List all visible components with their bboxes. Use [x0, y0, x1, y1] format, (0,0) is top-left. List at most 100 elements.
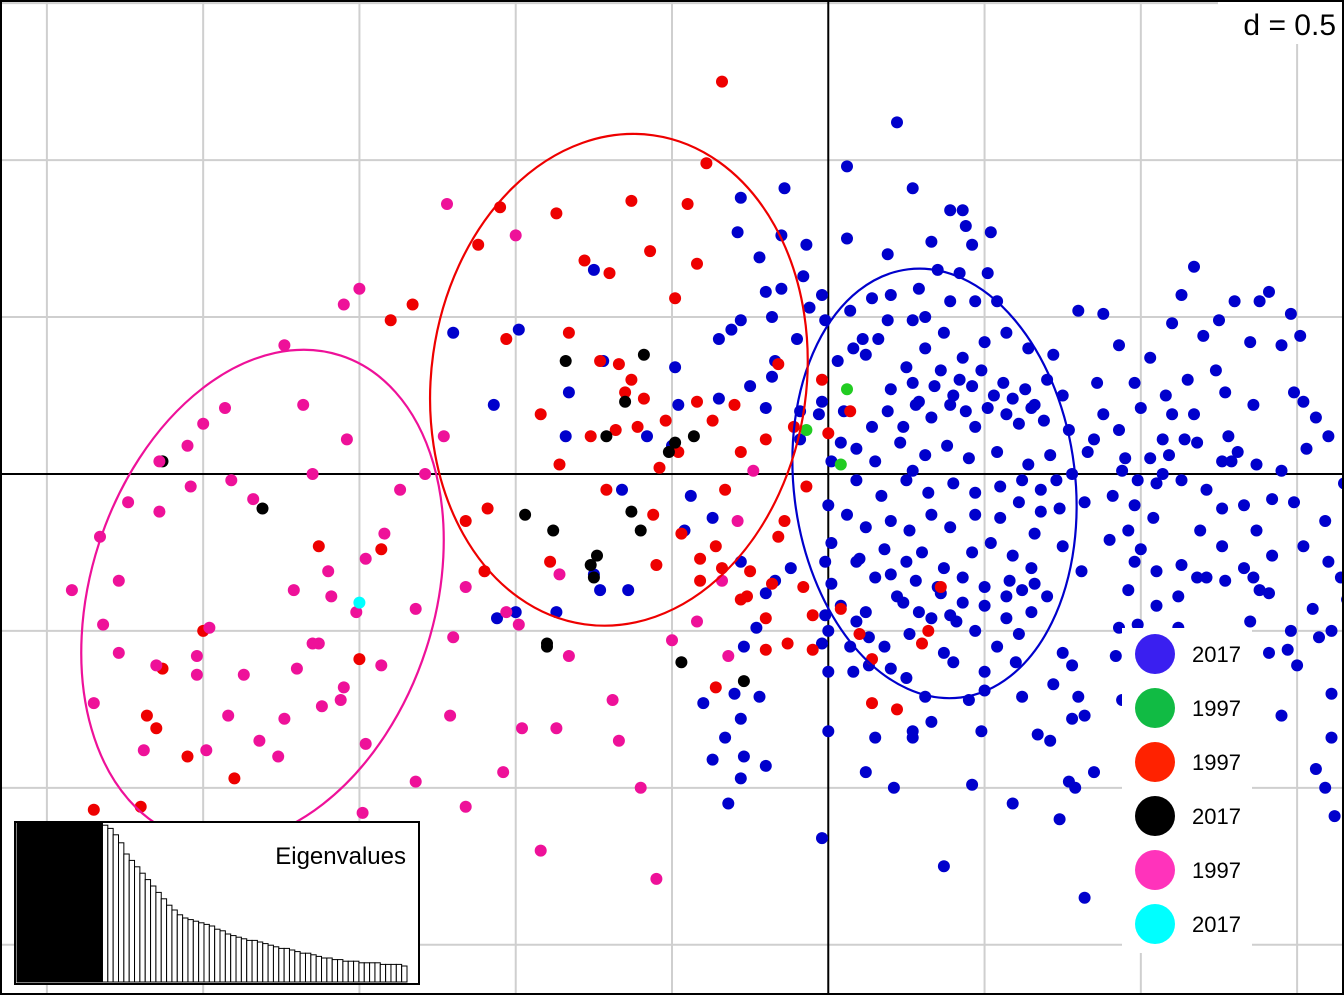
- data-point: [112, 646, 125, 659]
- legend-label: 1997: [1192, 696, 1241, 721]
- data-point: [1250, 458, 1263, 471]
- data-point: [322, 565, 335, 578]
- data-point: [984, 537, 997, 549]
- data-point: [734, 712, 747, 725]
- data-point: [822, 427, 835, 440]
- data-point: [375, 659, 388, 672]
- eigenvalue-bar: [294, 951, 301, 983]
- data-point: [1000, 326, 1013, 339]
- data-point: [944, 398, 957, 411]
- data-point: [925, 235, 938, 248]
- data-point: [1022, 458, 1035, 471]
- eigenvalue-bar: [353, 960, 360, 983]
- data-point: [1078, 709, 1091, 722]
- data-point: [550, 606, 563, 619]
- series-group-1: [800, 383, 853, 471]
- eigenvalue-bar: [166, 904, 173, 983]
- data-point: [1209, 364, 1222, 377]
- data-point: [1319, 781, 1332, 794]
- data-point: [1213, 314, 1225, 327]
- data-point: [753, 690, 766, 703]
- data-point: [959, 220, 972, 232]
- data-point: [1188, 260, 1200, 273]
- data-point: [1134, 402, 1147, 414]
- eigenvalue-bar: [219, 930, 226, 983]
- eigenvalue-bar: [299, 952, 306, 983]
- data-point: [1222, 430, 1235, 443]
- data-point: [562, 650, 575, 662]
- data-point: [816, 832, 828, 845]
- data-point: [944, 609, 957, 622]
- data-point: [1322, 430, 1335, 443]
- data-point: [1247, 398, 1260, 411]
- data-point: [1156, 468, 1169, 480]
- data-point: [625, 194, 638, 207]
- eigenvalue-bar: [53, 821, 61, 983]
- eigenvalue-bar: [198, 922, 205, 983]
- data-point: [709, 681, 722, 694]
- data-point: [850, 474, 863, 487]
- data-point: [991, 446, 1004, 458]
- data-point: [1106, 489, 1119, 502]
- data-point: [491, 612, 503, 625]
- data-point: [337, 298, 350, 311]
- data-point: [500, 333, 513, 345]
- data-point: [1022, 342, 1035, 355]
- data-point: [325, 590, 338, 603]
- data-point: [991, 640, 1004, 653]
- data-point: [659, 414, 672, 427]
- data-point: [978, 336, 991, 349]
- data-point: [1263, 587, 1275, 600]
- data-point: [1147, 511, 1160, 524]
- data-point: [666, 634, 678, 647]
- data-point: [981, 267, 994, 280]
- data-point: [884, 289, 897, 301]
- data-point: [1056, 540, 1069, 553]
- group-ellipse-2: [428, 132, 809, 627]
- data-point: [884, 515, 897, 527]
- data-point: [1066, 659, 1079, 672]
- eigenvalue-bar: [155, 891, 162, 983]
- data-point: [1266, 493, 1279, 506]
- eigenvalue-bar: [176, 914, 184, 983]
- data-point: [228, 772, 241, 785]
- eigenvalue-bar: [358, 962, 365, 983]
- data-point: [87, 803, 100, 816]
- data-point: [825, 455, 838, 468]
- data-point: [1128, 376, 1141, 389]
- eigenvalue-bar: [401, 965, 408, 983]
- scale-label: d = 0.5: [1243, 9, 1336, 42]
- data-point: [866, 420, 878, 433]
- data-point: [712, 333, 725, 345]
- data-point: [850, 442, 863, 455]
- data-point: [1037, 414, 1050, 427]
- data-point: [1325, 624, 1338, 637]
- data-point: [966, 778, 979, 791]
- data-point: [925, 715, 938, 728]
- data-point: [600, 430, 613, 443]
- data-point: [969, 420, 982, 433]
- data-point: [587, 571, 600, 584]
- data-point: [706, 511, 719, 524]
- data-point: [875, 489, 888, 502]
- data-point: [759, 402, 772, 414]
- data-point: [419, 468, 432, 480]
- eigenvalue-bar: [101, 824, 109, 983]
- data-point: [584, 430, 597, 443]
- data-point: [184, 480, 197, 493]
- data-point: [716, 75, 728, 88]
- data-point: [906, 725, 919, 738]
- data-point: [459, 515, 472, 527]
- data-point: [825, 537, 838, 549]
- data-point: [647, 508, 660, 521]
- eigenvalue-bar: [27, 821, 34, 983]
- legend: 2017 1997 1997 2017 1997 2017: [1122, 628, 1252, 953]
- data-point: [190, 650, 203, 662]
- eigenvalue-bar: [192, 920, 200, 983]
- data-point: [994, 511, 1007, 524]
- legend-swatch: [1135, 904, 1175, 944]
- data-point: [916, 546, 928, 559]
- eigenvalue-bar: [134, 866, 141, 983]
- data-point: [906, 182, 919, 195]
